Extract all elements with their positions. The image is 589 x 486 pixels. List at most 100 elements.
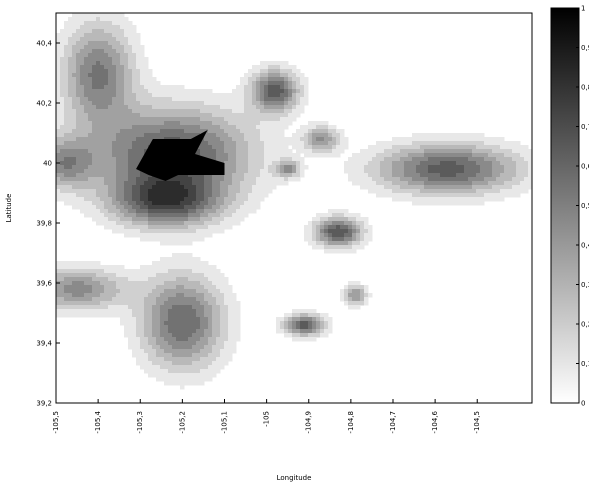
contour-cell: [68, 129, 73, 134]
contour-cell: [80, 305, 85, 310]
contour-cell: [436, 145, 441, 150]
contour-cell: [160, 277, 165, 282]
contour-cell: [64, 121, 69, 126]
contour-cell: [192, 205, 197, 210]
contour-cell: [296, 77, 301, 82]
contour-cell: [132, 157, 137, 162]
contour-cell: [452, 165, 457, 170]
contour-cell: [264, 137, 269, 142]
contour-cell: [276, 317, 281, 322]
contour-cell: [204, 197, 209, 202]
contour-cell: [500, 177, 505, 182]
contour-cell: [240, 141, 245, 146]
contour-cell: [404, 193, 409, 198]
contour-cell: [196, 301, 201, 306]
contour-cell: [184, 317, 189, 322]
contour-cell: [144, 313, 149, 318]
contour-cell: [224, 217, 229, 222]
contour-cell: [284, 333, 289, 338]
contour-cell: [80, 261, 85, 266]
contour-cell: [84, 149, 89, 154]
contour-cell: [232, 97, 237, 102]
contour-cell: [140, 285, 145, 290]
contour-cell: [164, 221, 169, 226]
plot-area: [55, 12, 533, 404]
contour-cell: [124, 301, 129, 306]
contour-cell: [228, 293, 233, 298]
contour-cell: [172, 113, 177, 118]
contour-cell: [76, 37, 81, 42]
contour-cell: [252, 73, 257, 78]
contour-cell: [196, 105, 201, 110]
contour-cell: [464, 197, 469, 202]
contour-cell: [104, 89, 109, 94]
contour-cell: [84, 177, 89, 182]
contour-cell: [72, 109, 77, 114]
contour-cell: [160, 265, 165, 270]
contour-cell: [420, 181, 425, 186]
contour-cell: [376, 157, 381, 162]
contour-cell: [324, 213, 329, 218]
contour-cell: [144, 345, 149, 350]
contour-cell: [204, 101, 209, 106]
contour-cell: [64, 297, 69, 302]
contour-cell: [100, 197, 105, 202]
contour-cell: [236, 313, 241, 318]
contour-cell: [120, 145, 125, 150]
contour-cell: [68, 73, 73, 78]
contour-cell: [236, 89, 241, 94]
contour-cell: [284, 329, 289, 334]
contour-cell: [236, 85, 241, 90]
contour-cell: [136, 229, 141, 234]
contour-cell: [284, 153, 289, 158]
contour-cell: [224, 165, 229, 170]
contour-cell: [128, 121, 133, 126]
contour-cell: [220, 129, 225, 134]
contour-cell: [76, 85, 81, 90]
contour-cell: [428, 141, 433, 146]
contour-cell: [284, 137, 289, 142]
contour-cell: [356, 237, 361, 242]
contour-cell: [160, 105, 165, 110]
contour-cell: [480, 161, 485, 166]
contour-cell: [92, 165, 97, 170]
contour-cell: [208, 97, 213, 102]
contour-cell: [508, 157, 513, 162]
contour-cell: [220, 309, 225, 314]
contour-cell: [416, 157, 421, 162]
contour-cell: [148, 129, 153, 134]
contour-cell: [184, 357, 189, 362]
contour-cell: [128, 221, 133, 226]
contour-cell: [304, 153, 309, 158]
contour-cell: [104, 61, 109, 66]
contour-cell: [296, 325, 301, 330]
contour-cell: [120, 129, 125, 134]
contour-cell: [132, 213, 137, 218]
contour-cell: [420, 173, 425, 178]
contour-cell: [168, 289, 173, 294]
contour-cell: [412, 161, 417, 166]
contour-cell: [168, 349, 173, 354]
x-tick-label: -105: [263, 411, 271, 427]
contour-cell: [56, 153, 61, 158]
contour-cell: [112, 77, 117, 82]
contour-cell: [480, 145, 485, 150]
contour-cell: [156, 217, 161, 222]
contour-cell: [304, 145, 309, 150]
contour-cell: [204, 97, 209, 102]
contour-cell: [64, 73, 69, 78]
contour-cell: [300, 93, 305, 98]
contour-cell: [228, 193, 233, 198]
contour-cell: [60, 69, 65, 74]
contour-cell: [480, 197, 485, 202]
contour-cell: [272, 173, 277, 178]
contour-cell: [244, 185, 249, 190]
contour-cell: [204, 125, 209, 130]
contour-cell: [156, 225, 161, 230]
contour-cell: [524, 173, 529, 178]
contour-cell: [96, 133, 101, 138]
contour-cell: [176, 113, 181, 118]
contour-cell: [116, 205, 121, 210]
contour-cell: [472, 193, 477, 198]
contour-cell: [72, 41, 77, 46]
